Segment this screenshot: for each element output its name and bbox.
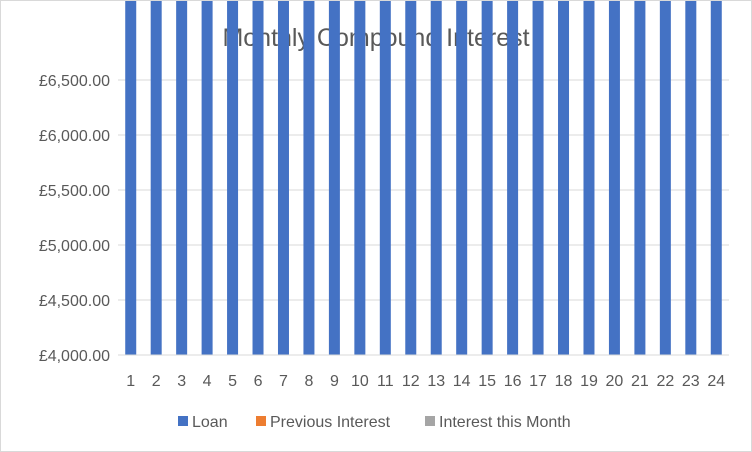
x-tick-label: 10 [351,373,369,390]
legend-swatch [178,416,188,426]
bar-loan [379,1,391,355]
gridlines [118,79,729,301]
x-tick-label: 2 [152,373,161,390]
bar-loan [481,1,493,355]
x-tick-label: 3 [177,373,186,390]
y-tick-label: £5,000.00 [39,238,110,255]
x-tick-label: 20 [606,373,624,390]
bar-loan [634,1,646,355]
x-tick-label: 8 [304,373,313,390]
y-tick-label: £6,500.00 [39,73,110,90]
x-tick-label: 4 [203,373,212,390]
x-tick-label: 13 [427,373,445,390]
bar-loan [583,1,595,355]
bar-loan [150,1,162,355]
x-tick-label: 19 [580,373,598,390]
x-tick-label: 15 [478,373,496,390]
x-tick-label: 21 [631,373,649,390]
bar-loan [328,1,340,355]
legend-label: Loan [192,414,228,431]
x-tick-label: 17 [529,373,547,390]
bar-loan [608,1,620,355]
x-tick-label: 18 [555,373,573,390]
bar-loan [659,1,671,355]
y-axis-ticks: £4,000.00 £4,500.00 £5,000.00 £5,500.00 £6,0… [39,73,110,365]
bar-loan [354,1,366,355]
bar-loan [558,1,570,355]
chart-title: Monthly Compound Interest [222,24,529,52]
bar-loan [685,1,697,355]
x-tick-label: 22 [656,373,674,390]
x-tick-label: 11 [377,373,394,390]
legend-swatch [425,416,435,426]
y-tick-label: £5,500.00 [39,183,110,200]
bar-loan [303,1,315,355]
bar-loan [430,1,442,355]
x-tick-label: 14 [453,373,471,390]
x-axis-ticks: 1 2 3 4 5 6 7 8 9 10 11 12 13 14 15 16 17 18 19 20 21 22 23 24 [126,373,725,390]
bar-loan [710,1,722,355]
x-tick-label: 12 [402,373,420,390]
x-tick-label: 16 [504,373,522,390]
legend-swatch [256,416,266,426]
y-tick-label: £4,500.00 [39,293,110,310]
bar-loan [176,1,188,355]
bar-loan [252,1,264,355]
bar-loan [201,1,213,355]
y-tick-label: £4,000.00 [39,348,110,365]
x-tick-label: 5 [228,373,237,390]
legend-label: Previous Interest [270,414,391,431]
y-tick-label: £6,000.00 [39,128,110,145]
legend: Loan Previous Interest Interest this Month [178,414,571,431]
bar-loan [532,1,544,355]
bars [125,1,722,355]
legend-label: Interest this Month [439,414,571,431]
bar-loan [125,1,137,355]
bar-loan [405,1,417,355]
x-tick-label: 23 [682,373,700,390]
x-tick-label: 9 [330,373,339,390]
x-tick-label: 1 [126,373,135,390]
x-tick-label: 7 [279,373,288,390]
bar-loan [507,1,519,355]
bar-loan [227,1,239,355]
x-tick-label: 6 [254,373,263,390]
x-tick-label: 24 [707,373,725,390]
bar-loan [456,1,468,355]
bar-loan [277,1,289,355]
